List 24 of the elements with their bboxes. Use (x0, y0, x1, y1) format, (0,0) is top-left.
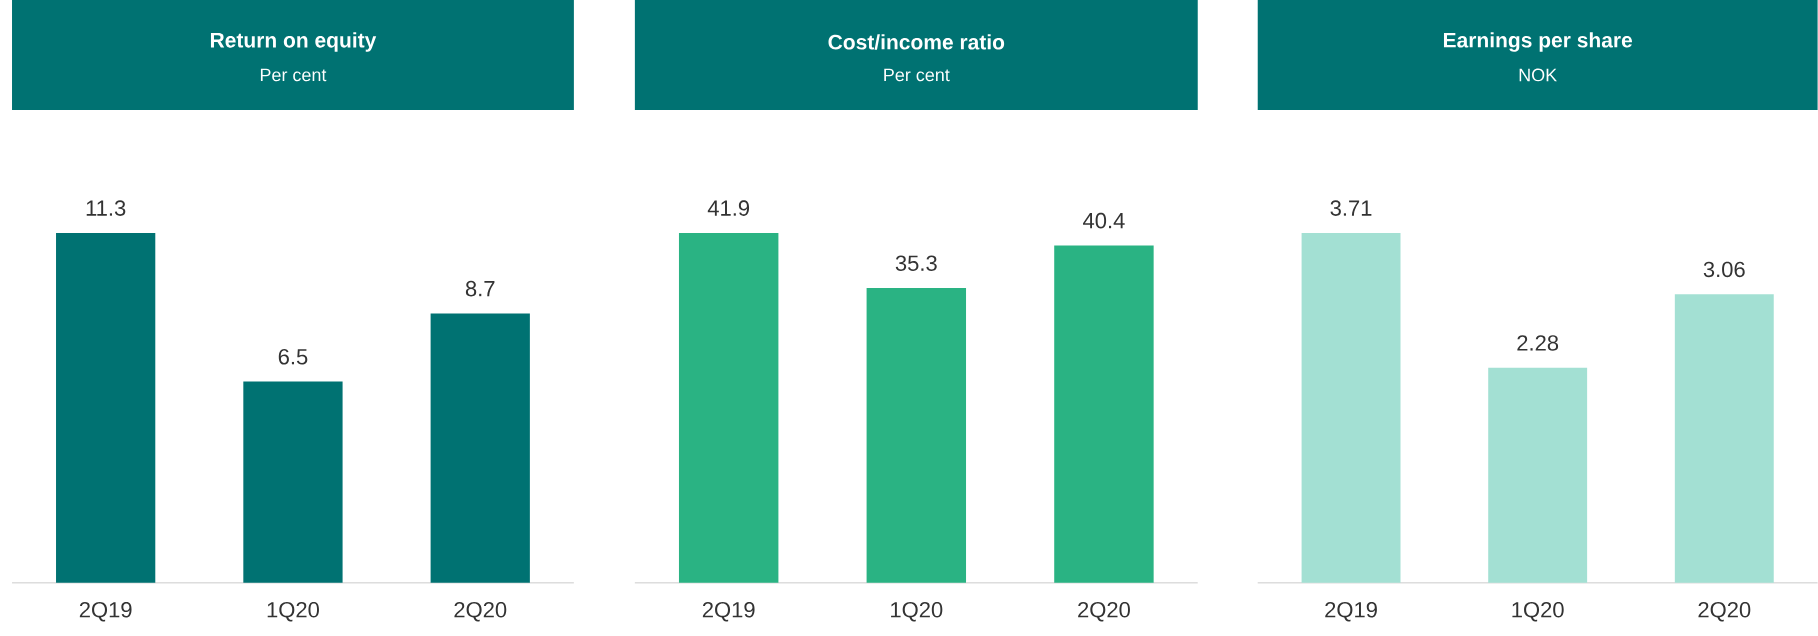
data-label: 8.7 (465, 280, 495, 297)
data-label: 11.3 (86, 200, 126, 216)
x-tick-label: 1Q20 (1512, 602, 1564, 622)
data-label: 40.4 (1083, 212, 1125, 229)
chart-title: Cost/income ratio (828, 34, 1005, 50)
chart-subtitle: Per cent (260, 68, 327, 82)
x-tick-label: 2Q19 (79, 602, 132, 622)
chart-subtitle: NOK (1519, 68, 1557, 82)
x-tick-label: 2Q20 (1078, 602, 1130, 622)
x-tick-label: 2Q19 (702, 602, 755, 622)
x-tick-label: 2Q20 (454, 602, 507, 622)
x-tick-label: 2Q20 (1698, 602, 1751, 622)
data-label: 3.06 (1703, 261, 1745, 278)
x-tick-label: 1Q20 (891, 602, 943, 622)
x-tick-label: 1Q20 (267, 602, 319, 622)
data-label: 35.3 (895, 255, 937, 272)
data-label: 41.9 (707, 200, 750, 216)
data-label: 2.28 (1517, 335, 1559, 351)
chart-title: Return on equity (210, 32, 377, 52)
data-label: 3.71 (1330, 200, 1372, 216)
data-label: 6.5 (278, 349, 308, 365)
chart-subtitle: Per cent (884, 68, 950, 82)
x-tick-label: 2Q19 (1325, 602, 1377, 622)
chart-title: Earnings per share (1443, 32, 1633, 52)
